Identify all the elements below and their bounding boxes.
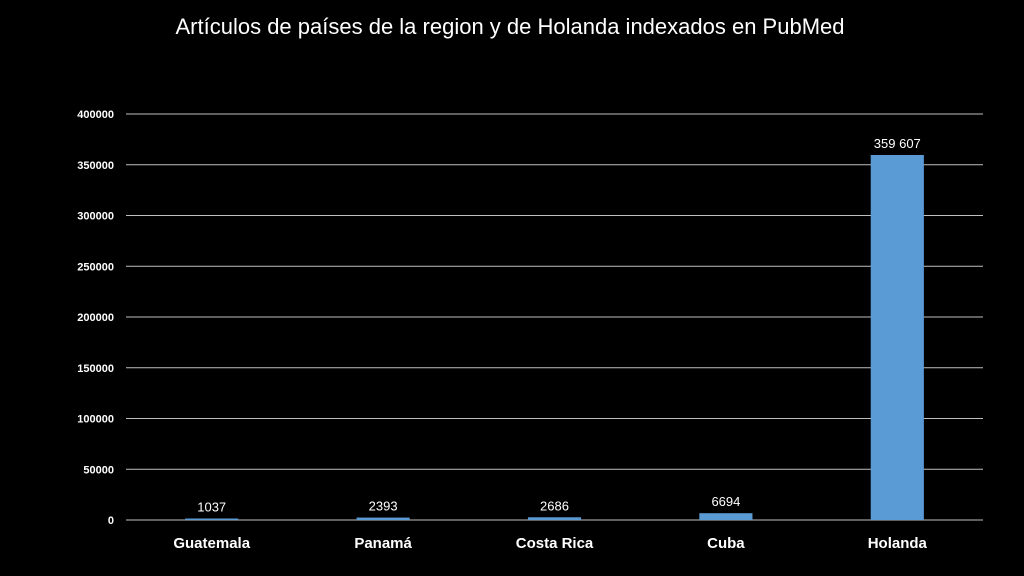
- y-tick-label: 150000: [77, 363, 114, 375]
- x-category-label: Costa Rica: [516, 535, 594, 552]
- data-label: 6694: [711, 494, 740, 509]
- bar: [356, 517, 410, 520]
- data-labels: 1037 2393 2686 6694 359 607: [197, 136, 921, 515]
- data-label: 1037: [197, 500, 226, 515]
- y-tick-label: 100000: [77, 414, 114, 426]
- bar: [185, 518, 239, 520]
- x-category-label: Guatemala: [173, 535, 250, 552]
- y-tick-label: 350000: [77, 160, 114, 172]
- y-tick-label: 50000: [83, 464, 114, 476]
- bar: [527, 517, 582, 520]
- chart-title: Artículos de países de la region y de Ho…: [175, 14, 845, 39]
- x-category-label: Holanda: [868, 535, 928, 552]
- gridlines: [126, 113, 983, 521]
- x-axis-labels: Guatemala Panamá Costa Rica Cuba Holanda: [173, 535, 927, 552]
- y-tick-label: 300000: [77, 211, 114, 223]
- y-tick-label: 200000: [77, 312, 114, 324]
- bar: [699, 513, 753, 520]
- y-axis-ticks: 0 50000 100000 150000 200000 250000 300000 3500…: [77, 109, 114, 527]
- data-label: 2393: [369, 499, 398, 514]
- bar: [870, 154, 924, 520]
- data-label: 359 607: [874, 136, 921, 151]
- x-category-label: Cuba: [707, 535, 745, 552]
- y-tick-label: 400000: [77, 109, 114, 121]
- data-label: 2686: [540, 498, 569, 513]
- y-tick-label: 250000: [77, 261, 114, 273]
- y-tick-label: 0: [108, 515, 114, 527]
- bars: [185, 154, 924, 520]
- x-category-label: Panamá: [354, 535, 412, 552]
